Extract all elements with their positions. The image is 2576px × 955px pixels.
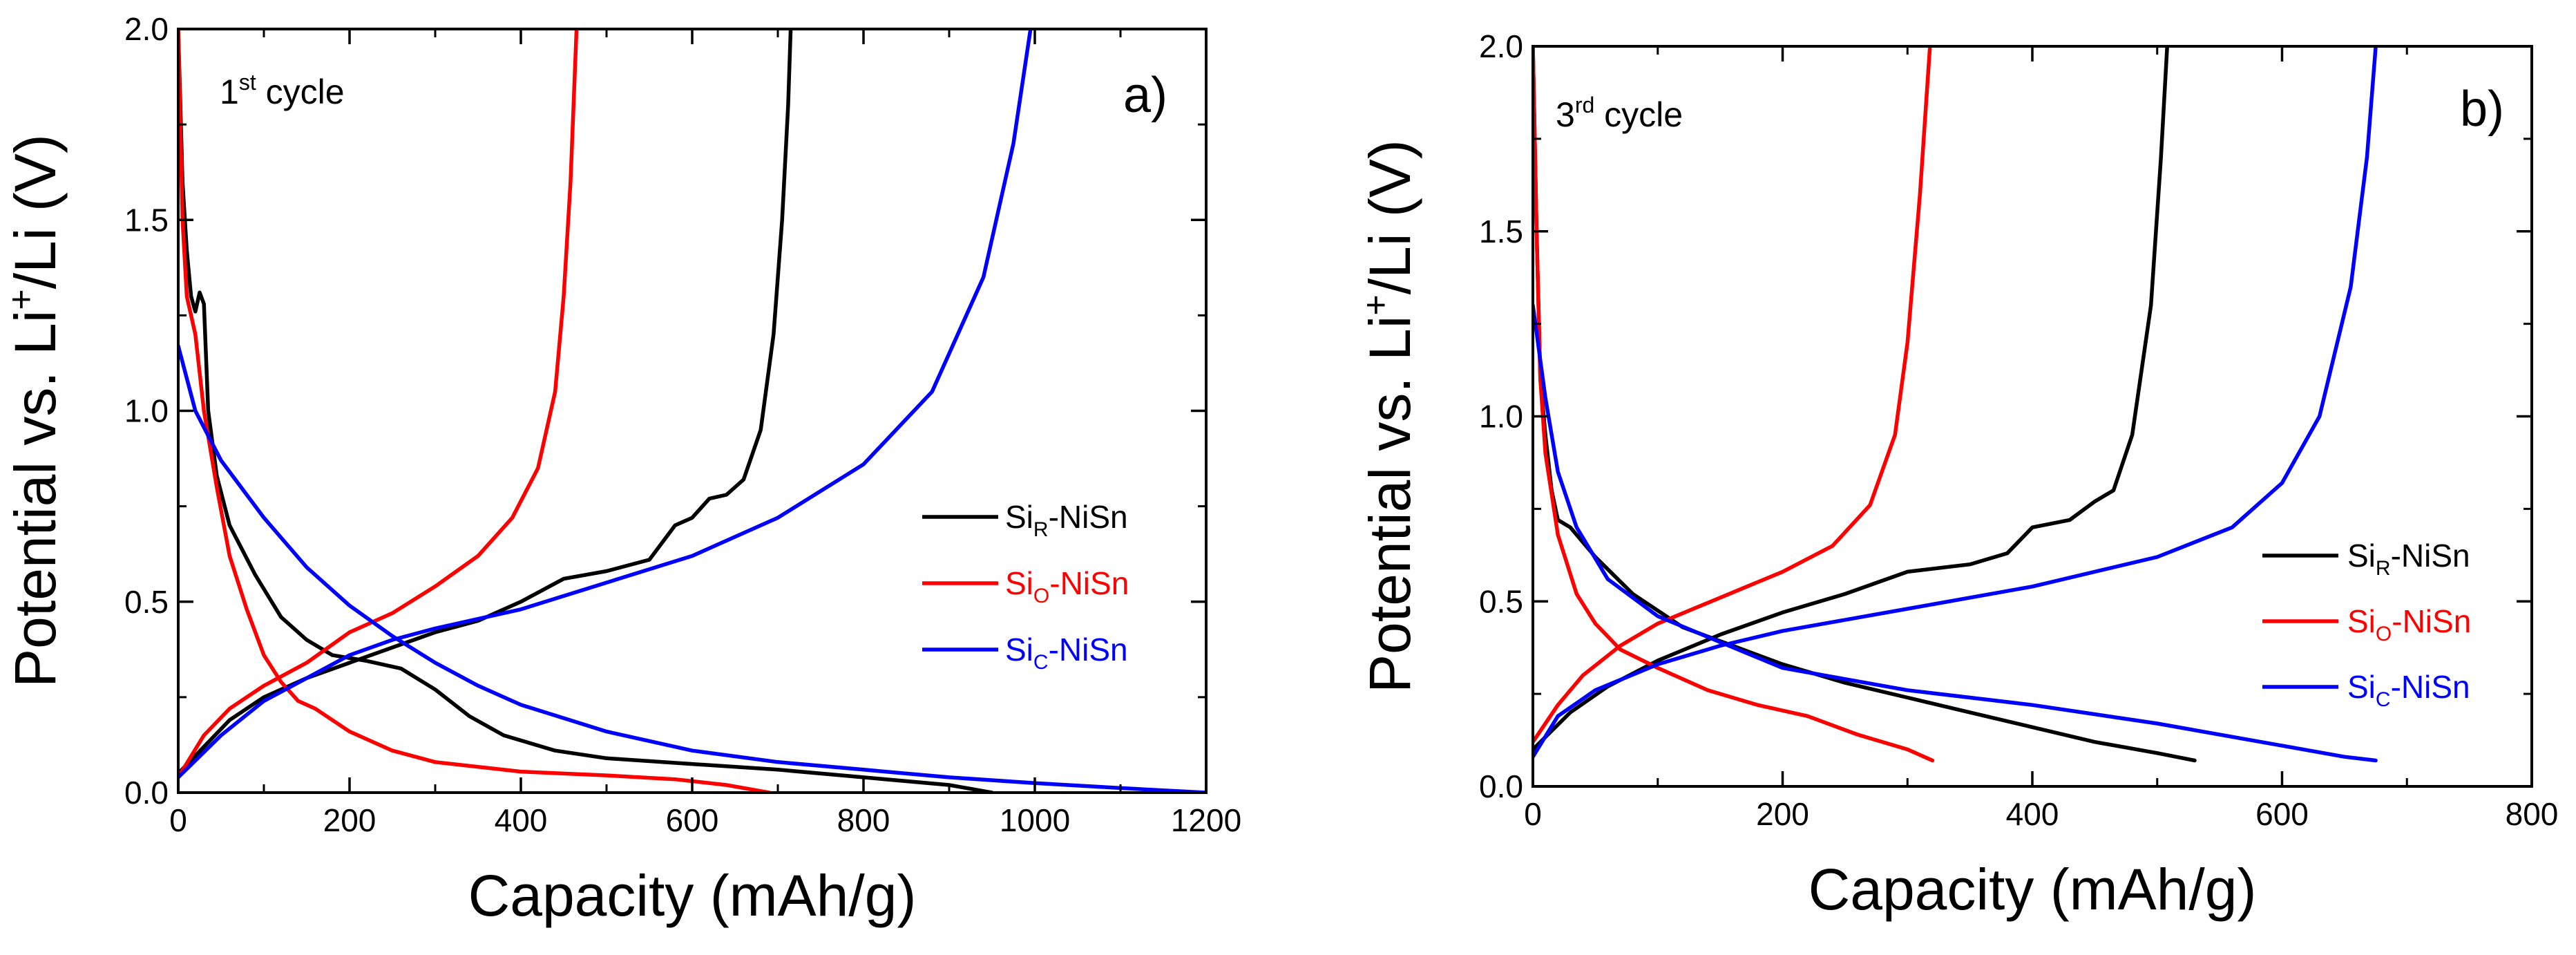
- x-tick-label: 1000: [1000, 802, 1070, 838]
- y-tick-label: 1.5: [1479, 214, 1523, 249]
- x-tick-label: 200: [1756, 796, 1809, 832]
- x-tick-label: 400: [495, 802, 548, 838]
- x-tick-label: 1200: [1171, 802, 1241, 838]
- chart-panel-1: 0 200 400 600 800 1000 1200 0.0 0.5 1.0 1.5 2.0 Capa…: [1, 11, 1241, 928]
- series-sio-nisn-charge-line: [1533, 46, 1932, 744]
- legend-label-sio-nisn: SiO-NiSn: [2347, 603, 2471, 645]
- series-sio-nisn-discharge-line: [178, 29, 772, 793]
- x-axis-title: Capacity (mAh/g): [1809, 857, 2257, 922]
- x-tick-label: 800: [2506, 796, 2559, 832]
- legend-label-sir-nisn: SiR-NiSn: [2347, 538, 2470, 580]
- plot-area: [1533, 46, 2378, 763]
- legend-label-sio-nisn: SiO-NiSn: [1005, 565, 1129, 607]
- cycle-label: 3rd cycle: [1556, 93, 1683, 134]
- legend: SiR-NiSn SiO-NiSn SiC-NiSn: [922, 499, 1129, 674]
- x-tick-label: 800: [837, 802, 890, 838]
- legend-label-sic-nisn: SiC-NiSn: [1005, 632, 1128, 674]
- y-axis-title: Potential vs. Li+/Li (V): [1, 134, 68, 688]
- panel-label: b): [2460, 82, 2504, 137]
- x-tick-label: 400: [2006, 796, 2059, 832]
- series-sic-nisn-discharge-line: [1533, 303, 2378, 763]
- y-tick-label: 0.5: [124, 584, 169, 620]
- series-sic-nisn-charge-line: [178, 29, 1033, 779]
- legend: SiR-NiSn SiO-NiSn SiC-NiSn: [2262, 538, 2471, 711]
- series-sir-nisn-discharge-line: [178, 29, 994, 793]
- legend-label-sir-nisn: SiR-NiSn: [1005, 499, 1128, 541]
- y-tick-label: 1.5: [124, 202, 169, 238]
- x-tick-label: 600: [666, 802, 719, 838]
- y-tick-label: 2.0: [124, 11, 169, 47]
- x-tick-label: 600: [2255, 796, 2309, 832]
- series-sio-nisn-discharge-line: [1533, 46, 1935, 763]
- y-axis-title: Potential vs. Li+/Li (V): [1356, 140, 1422, 693]
- x-tick-label: 0: [169, 802, 187, 838]
- y-tick-label: 0.5: [1479, 583, 1523, 619]
- series-sio-nisn-charge-line: [178, 29, 579, 779]
- series-sic-nisn-charge-line: [1533, 46, 2378, 759]
- x-axis-title: Capacity (mAh/g): [468, 863, 917, 928]
- y-tick-label: 0.0: [124, 775, 169, 811]
- x-tick-label: 200: [323, 802, 376, 838]
- series-sir-nisn-charge-line: [1533, 46, 2169, 752]
- panel-label: a): [1123, 68, 1167, 123]
- y-tick-label: 1.0: [124, 393, 169, 429]
- cycle-label: 1st cycle: [220, 70, 345, 111]
- plot-area: [178, 29, 1206, 793]
- y-tick-label: 0.0: [1479, 768, 1523, 804]
- x-tick-label: 0: [1524, 796, 1542, 832]
- plot-frame: [1532, 45, 2533, 788]
- chart-panel-2: 0 200 400 600 800 0.0 0.5 1.0 1.5 2.0 Capacity (mA…: [1356, 28, 2558, 922]
- series-sic-nisn-discharge-line: [178, 343, 1206, 793]
- y-tick-label: 1.0: [1479, 399, 1523, 435]
- plot-frame: [177, 28, 1208, 794]
- legend-label-sic-nisn: SiC-NiSn: [2347, 669, 2470, 711]
- y-tick-label: 2.0: [1479, 28, 1523, 64]
